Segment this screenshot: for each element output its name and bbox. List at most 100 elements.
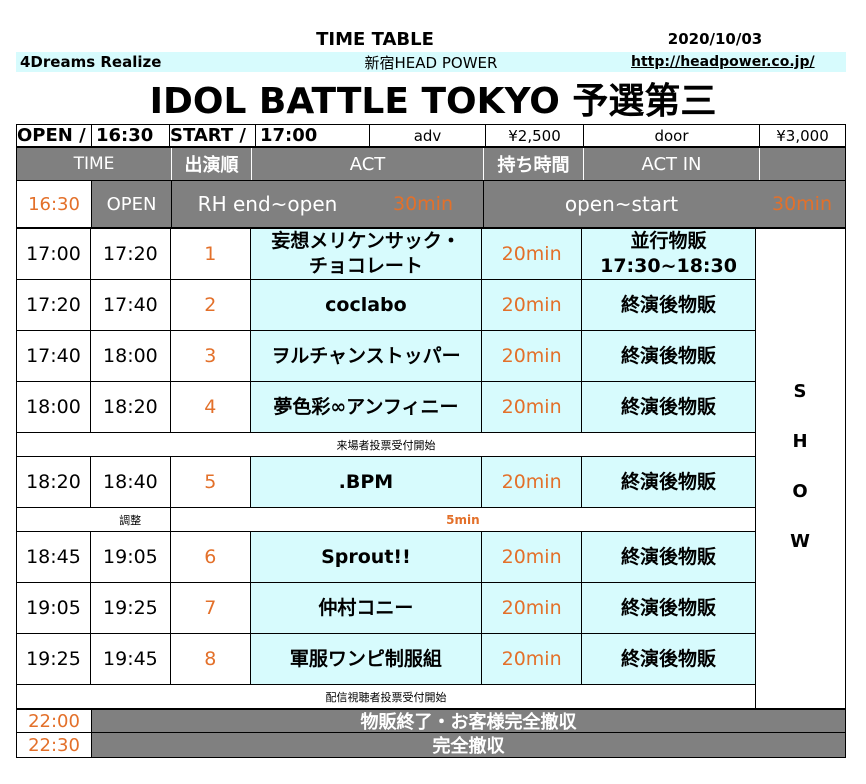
venue-url-link[interactable]: http://headpower.co.jp/ (631, 54, 815, 70)
end-time: 18:00 (89, 330, 171, 382)
end-time: 18:40 (89, 456, 171, 508)
merch-info: 終演後物販 (581, 582, 756, 634)
act-duration: 20min (481, 582, 583, 634)
start-time: 17:40 (16, 330, 91, 382)
end-time: 17:40 (89, 279, 171, 331)
act-name: 夢色彩∞アンフィニー (249, 381, 483, 433)
merch-info: 終演後物販 (581, 381, 756, 433)
order-number: 5 (169, 456, 251, 508)
act-duration: 20min (481, 330, 583, 382)
merch-info: 終演後物販 (581, 456, 756, 508)
footer-text: 物販終了・お客様完全撤収 (91, 710, 845, 733)
event-date: 2020/10/03 (667, 30, 763, 48)
act-name: .BPM (249, 456, 483, 508)
start-time: 18:20 (16, 456, 91, 508)
note-row: 来場者投票受付開始 (16, 432, 756, 457)
end-time: 19:25 (89, 582, 171, 634)
merch-info: 終演後物販 (581, 330, 756, 382)
start-time: 18:00 (16, 381, 91, 433)
col-time: TIME (73, 154, 115, 174)
merch-line1: 並行物販 (630, 230, 707, 252)
order-number: 1 (169, 228, 251, 280)
venue-vote-note: 来場者投票受付開始 (16, 432, 756, 457)
open-row-label: OPEN (91, 181, 171, 227)
start-time: 19:25 (16, 633, 91, 685)
act-name: 仲村コニー (249, 582, 483, 634)
col-duration: 持ち時間 (483, 148, 583, 180)
end-time: 19:05 (89, 531, 171, 583)
act-duration: 20min (481, 633, 583, 685)
table-row: 17:40 18:00 3 ヲルチャンストッパー 20min 終演後物販 (16, 330, 756, 382)
column-header-row: TIME 出演順 ACT 持ち時間 ACT IN (16, 147, 846, 181)
event-title: IDOL BATTLE TOKYO 予選第三 (149, 81, 717, 122)
table-row: 18:20 18:40 5 .BPM 20min 終演後物販 (16, 456, 756, 508)
col-act-in: ACT IN (583, 148, 759, 180)
act-name: Sprout!! (249, 531, 483, 583)
page-title: TIME TABLE (316, 28, 434, 50)
open-start-label: open~start (483, 181, 759, 227)
merch-info: 並行物販 17:30~18:30 (581, 228, 756, 280)
start-time: 17:20 (16, 279, 91, 331)
act-name-line2: チョコレート (308, 255, 423, 277)
table-row: 19:25 19:45 8 軍服ワンピ制服組 20min 終演後物販 (16, 633, 756, 685)
adjust-label: 調整 (90, 507, 171, 532)
order-number: 8 (169, 633, 251, 685)
col-act: ACT (251, 148, 483, 180)
order-number: 2 (169, 279, 251, 331)
act-duration: 20min (481, 456, 583, 508)
show-letters: S H O W (756, 367, 844, 567)
end-time: 17:20 (89, 228, 171, 280)
act-name: ヲルチャンストッパー (249, 330, 483, 382)
act-name: 軍服ワンピ制服組 (249, 633, 483, 685)
act-duration: 20min (481, 381, 583, 433)
start-time: 18:45 (16, 531, 91, 583)
act-duration: 20min (481, 228, 583, 280)
footer-row: 22:30 完全撤収 (16, 733, 846, 758)
rh-duration: 30min (363, 181, 483, 227)
footer-row: 22:00 物販終了・お客様完全撤収 (16, 709, 846, 733)
order-number: 3 (169, 330, 251, 382)
table-row: 18:45 19:05 6 Sprout!! 20min 終演後物販 (16, 531, 756, 583)
open-row-time: 16:30 (28, 193, 80, 215)
show-column: S H O W (756, 228, 846, 709)
merch-info: 終演後物販 (581, 279, 756, 331)
act-name-line1: 妄想メリケンサック・ (271, 230, 461, 252)
adv-label: adv (369, 125, 485, 146)
open-time: 16:30 (91, 125, 169, 146)
act-duration: 20min (481, 279, 583, 331)
table-row: 17:20 17:40 2 coclabo 20min 終演後物販 (16, 279, 756, 331)
merch-info: 終演後物販 (581, 633, 756, 685)
ticket-info-row: OPEN / 16:30 START / 17:00 adv ¥2,500 do… (16, 124, 846, 147)
end-time: 18:20 (89, 381, 171, 433)
end-time: 19:45 (89, 633, 171, 685)
footer-time: 22:30 (28, 734, 80, 756)
show-letter: S (793, 381, 807, 402)
note-row: 配信視聴者投票受付開始 (16, 684, 756, 709)
start-time: 17:00 (255, 125, 369, 146)
adv-price: ¥2,500 (485, 125, 583, 146)
start-label: START / (169, 125, 255, 146)
table-row: 17:00 17:20 1 妄想メリケンサック・ チョコレート 20min 並行物… (16, 228, 756, 280)
door-price: ¥3,000 (759, 125, 845, 146)
start-time: 19:05 (16, 582, 91, 634)
footer-text: 完全撤収 (91, 733, 845, 757)
show-letter: W (790, 531, 810, 552)
order-number: 4 (169, 381, 251, 433)
open-start-duration: 30min (759, 181, 845, 227)
act-duration: 20min (481, 531, 583, 583)
stream-vote-note: 配信視聴者投票受付開始 (16, 684, 756, 709)
timetable-grid: 17:00 17:20 1 妄想メリケンサック・ チョコレート 20min 並行物… (16, 228, 757, 709)
start-time: 17:00 (16, 228, 91, 280)
show-letter: H (792, 431, 808, 452)
footer-time: 22:00 (28, 710, 80, 732)
open-label: OPEN / (17, 125, 86, 146)
act-name: 妄想メリケンサック・ チョコレート (249, 228, 483, 280)
open-row: 16:30 OPEN RH end~open 30min open~start … (16, 181, 846, 228)
table-row: 18:00 18:20 4 夢色彩∞アンフィニー 20min 終演後物販 (16, 381, 756, 433)
rh-label: RH end~open (171, 181, 363, 227)
adjust-spacer (16, 507, 91, 532)
order-number: 7 (169, 582, 251, 634)
show-letter: O (792, 481, 808, 502)
act-name: coclabo (249, 279, 483, 331)
merch-line2: 17:30~18:30 (600, 255, 737, 277)
